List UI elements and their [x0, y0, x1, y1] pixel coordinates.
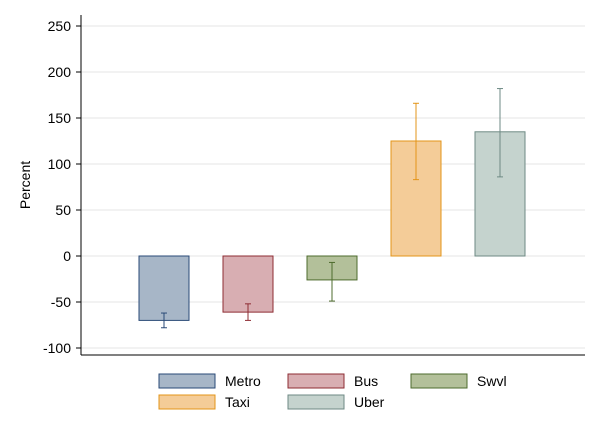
legend-swatch [410, 373, 468, 389]
y-tick-label: 200 [48, 64, 72, 80]
bar-metro [138, 255, 190, 321]
bar-bus [222, 255, 274, 313]
legend: Metro Bus Swvl Taxi Uber [158, 373, 507, 410]
legend-label: Swvl [477, 373, 507, 389]
legend-item-taxi: Taxi [158, 394, 250, 410]
legend-item-uber: Uber [287, 394, 385, 410]
y-tick-label: -50 [51, 294, 71, 310]
legend-label: Metro [225, 373, 261, 389]
y-tick-label: 50 [55, 202, 71, 218]
legend-item-swvl: Swvl [410, 373, 507, 389]
error-bars [161, 88, 503, 329]
y-axis-label: Percent [17, 161, 33, 209]
legend-item-metro: Metro [158, 373, 261, 389]
legend-swatch [158, 373, 216, 389]
legend-label: Uber [354, 394, 385, 410]
y-tick-label: 100 [48, 156, 72, 172]
y-tick-label: 0 [63, 248, 71, 264]
legend-swatch [287, 373, 345, 389]
y-tick-label: -100 [43, 340, 71, 356]
legend-label: Taxi [225, 394, 250, 410]
y-tick-label: 150 [48, 110, 72, 126]
y-ticks: -100 -50 0 50 100 150 200 250 [43, 18, 81, 356]
legend-swatch [287, 394, 345, 410]
y-tick-label: 250 [48, 18, 72, 34]
legend-item-bus: Bus [287, 373, 378, 389]
legend-label: Bus [354, 373, 378, 389]
bars [138, 131, 526, 321]
legend-swatch [158, 394, 216, 410]
